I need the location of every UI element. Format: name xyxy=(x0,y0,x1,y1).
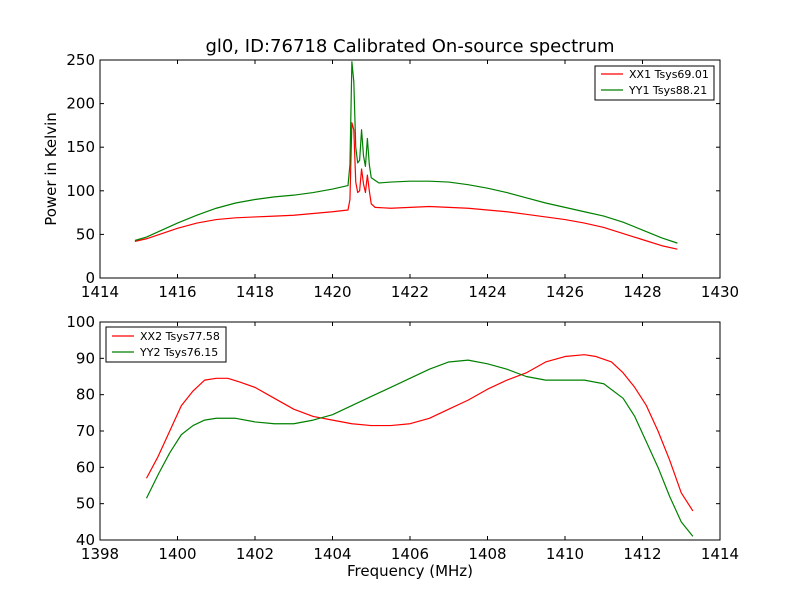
bottom-xtick-label-6: 1410 xyxy=(546,545,584,563)
bottom-legend-label-xx2: XX2 Tsys77.58 xyxy=(140,330,220,343)
bottom-ytick-label-3: 70 xyxy=(76,422,95,440)
top-xtick-label-5: 1424 xyxy=(468,283,506,301)
bottom-ytick-label-6: 100 xyxy=(66,313,95,331)
bottom-xtick-label-5: 1408 xyxy=(468,545,506,563)
bottom-xtick-label-4: 1406 xyxy=(391,545,429,563)
top-series-line-0 xyxy=(134,122,678,250)
bottom-ytick-label-1: 50 xyxy=(76,495,95,513)
top-xtick-label-6: 1426 xyxy=(546,283,584,301)
top-chart-ylabel: Power in Kelvin xyxy=(42,112,60,226)
top-legend-label-xx1: XX1 Tsys69.01 xyxy=(629,68,709,81)
top-ytick-label-4: 200 xyxy=(66,95,95,113)
bottom-xtick-label-1: 1400 xyxy=(158,545,196,563)
bottom-xtick-label-8: 1414 xyxy=(701,545,739,563)
bottom-ytick-label-0: 40 xyxy=(76,531,95,549)
bottom-ytick-label-4: 80 xyxy=(76,386,95,404)
top-xtick-label-3: 1420 xyxy=(313,283,351,301)
bottom-series-line-1 xyxy=(145,359,694,537)
top-chart-title: gl0, ID:76718 Calibrated On-source spect… xyxy=(205,36,614,57)
top-chart-legend-box xyxy=(594,65,715,101)
bottom-series-line-0 xyxy=(145,354,694,512)
top-ytick-label-5: 250 xyxy=(66,51,95,69)
top-chart-ticks: 1414 1416 1418 1420 1422 1424 1426 1428 1430 0 50 1… xyxy=(66,51,739,301)
bottom-chart: Frequency (MHz) 1398 1400 1402 1404 1406 1408… xyxy=(66,313,739,580)
top-xtick-label-4: 1422 xyxy=(391,283,429,301)
top-legend-label-yy1: YY1 Tsys88.21 xyxy=(628,84,707,97)
top-ytick-label-2: 100 xyxy=(66,182,95,200)
top-ytick-label-1: 50 xyxy=(76,225,95,243)
top-ytick-label-0: 0 xyxy=(85,269,95,287)
top-chart: gl0, ID:76718 Calibrated On-source spect… xyxy=(42,36,739,301)
bottom-chart-frame xyxy=(99,321,721,541)
bottom-legend-label-yy2: YY2 Tsys76.15 xyxy=(139,346,218,359)
top-xtick-label-8: 1430 xyxy=(701,283,739,301)
top-series-line-1 xyxy=(134,61,678,244)
bottom-xtick-label-7: 1412 xyxy=(623,545,661,563)
bottom-chart-xlabel: Frequency (MHz) xyxy=(347,562,473,580)
top-xtick-label-0: 1414 xyxy=(81,283,119,301)
top-ytick-label-3: 150 xyxy=(66,138,95,156)
bottom-xtick-label-2: 1402 xyxy=(236,545,274,563)
top-chart-legend: XX1 Tsys69.01 YY1 Tsys88.21 xyxy=(594,65,715,101)
bottom-chart-series-layer xyxy=(145,354,694,537)
bottom-ytick-label-2: 60 xyxy=(76,458,95,476)
bottom-xtick-label-0: 1398 xyxy=(81,545,119,563)
bottom-chart-legend: XX2 Tsys77.58 YY2 Tsys76.15 xyxy=(105,326,227,363)
top-chart-frame xyxy=(99,59,721,279)
top-xtick-label-2: 1418 xyxy=(236,283,274,301)
top-xtick-label-7: 1428 xyxy=(623,283,661,301)
bottom-chart-legend-box xyxy=(105,326,227,363)
bottom-xtick-label-3: 1404 xyxy=(313,545,351,563)
top-chart-series-layer xyxy=(134,61,678,250)
bottom-chart-ticks: 1398 1400 1402 1404 1406 1408 1410 1412 1414 40 50… xyxy=(66,313,739,563)
bottom-ytick-label-5: 90 xyxy=(76,349,95,367)
top-xtick-label-1: 1416 xyxy=(158,283,196,301)
